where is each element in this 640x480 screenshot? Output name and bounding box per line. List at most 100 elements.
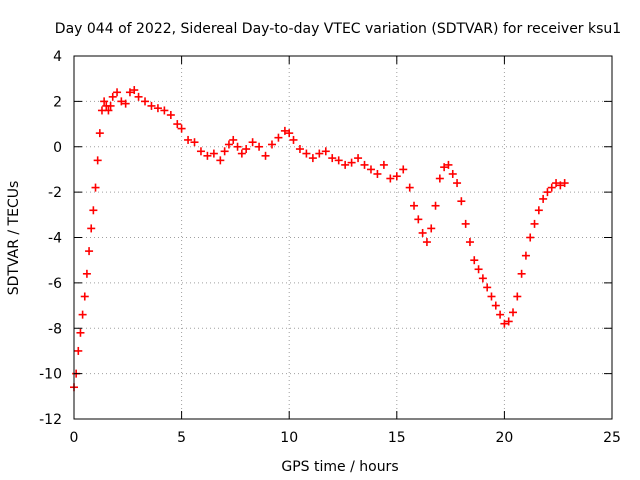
data-point	[431, 201, 440, 210]
data-point	[465, 238, 474, 247]
data-point	[233, 142, 242, 151]
data-point	[366, 165, 375, 174]
data-point	[125, 88, 134, 97]
data-point	[453, 179, 462, 188]
data-point	[427, 224, 436, 233]
data-point	[418, 228, 427, 237]
x-tick-label: 0	[70, 430, 79, 446]
y-tick-label: 0	[53, 140, 62, 156]
data-point	[399, 165, 408, 174]
data-point	[82, 269, 91, 278]
data-point	[435, 174, 444, 183]
data-point	[242, 145, 251, 154]
data-point	[470, 256, 479, 265]
x-tick-label: 10	[280, 430, 298, 446]
data-point	[121, 99, 130, 108]
data-point	[93, 156, 102, 165]
data-point	[141, 97, 150, 106]
data-point	[95, 129, 104, 138]
data-points	[70, 86, 569, 392]
x-tick-label: 5	[177, 430, 186, 446]
data-point	[224, 140, 233, 149]
data-point	[530, 219, 539, 228]
data-point	[448, 169, 457, 178]
y-tick-label: -10	[39, 367, 62, 383]
data-point	[237, 149, 246, 158]
data-point	[74, 346, 83, 355]
data-point	[295, 145, 304, 154]
data-point	[483, 283, 492, 292]
data-point	[248, 138, 257, 147]
grid	[74, 56, 612, 419]
data-point	[410, 201, 419, 210]
data-point	[534, 206, 543, 215]
data-point	[302, 149, 311, 158]
data-point	[496, 310, 505, 319]
data-point	[500, 319, 509, 328]
data-point	[543, 188, 552, 197]
data-point	[220, 147, 229, 156]
data-point	[89, 206, 98, 215]
data-point	[229, 135, 238, 144]
data-point	[255, 142, 264, 151]
data-point	[166, 110, 175, 119]
data-point	[386, 174, 395, 183]
data-point	[457, 197, 466, 206]
y-tick-label: -8	[48, 321, 62, 337]
data-point	[85, 247, 94, 256]
data-point	[341, 160, 350, 169]
x-axis-label: GPS time / hours	[281, 459, 398, 475]
data-point	[513, 292, 522, 301]
data-point	[334, 156, 343, 165]
data-point	[556, 181, 565, 190]
data-point	[392, 172, 401, 181]
y-tick-label: -4	[48, 231, 62, 247]
data-point	[328, 154, 337, 163]
data-point	[104, 106, 113, 115]
y-axis-label: SDTVAR / TECUs	[6, 181, 22, 296]
y-tick-label: -12	[39, 412, 62, 428]
data-point	[509, 308, 518, 317]
data-point	[379, 160, 388, 169]
data-point	[360, 160, 369, 169]
data-point	[76, 328, 85, 337]
y-tick-label: -6	[48, 276, 62, 292]
x-tick-label: 25	[603, 430, 621, 446]
data-point	[422, 238, 431, 247]
data-point	[196, 147, 205, 156]
data-point	[153, 104, 162, 113]
data-point	[87, 224, 96, 233]
data-point	[539, 194, 548, 203]
data-point	[134, 92, 143, 101]
data-point	[547, 183, 556, 192]
data-point	[216, 156, 225, 165]
data-point	[405, 183, 414, 192]
data-point	[184, 135, 193, 144]
data-point	[108, 92, 117, 101]
data-point	[440, 163, 449, 172]
data-point	[552, 179, 561, 188]
data-point	[478, 274, 487, 283]
data-point	[321, 147, 330, 156]
data-point	[308, 154, 317, 163]
x-tick-label: 15	[388, 430, 406, 446]
data-point	[160, 106, 169, 115]
ticks: 0 5 10 15 20 25 -12 -10 -8 -6 -4 -2 0 2 4	[39, 49, 621, 446]
data-point	[274, 133, 283, 142]
data-point	[117, 97, 126, 106]
data-point	[261, 151, 270, 160]
data-point	[177, 124, 186, 133]
data-point	[444, 160, 453, 169]
data-point	[487, 292, 496, 301]
data-point	[474, 265, 483, 274]
x-tick-label: 20	[495, 430, 513, 446]
data-point	[461, 219, 470, 228]
y-tick-label: -2	[48, 185, 62, 201]
data-point	[203, 151, 212, 160]
data-point	[373, 169, 382, 178]
data-point	[521, 251, 530, 260]
data-point	[347, 158, 356, 167]
data-point	[414, 215, 423, 224]
